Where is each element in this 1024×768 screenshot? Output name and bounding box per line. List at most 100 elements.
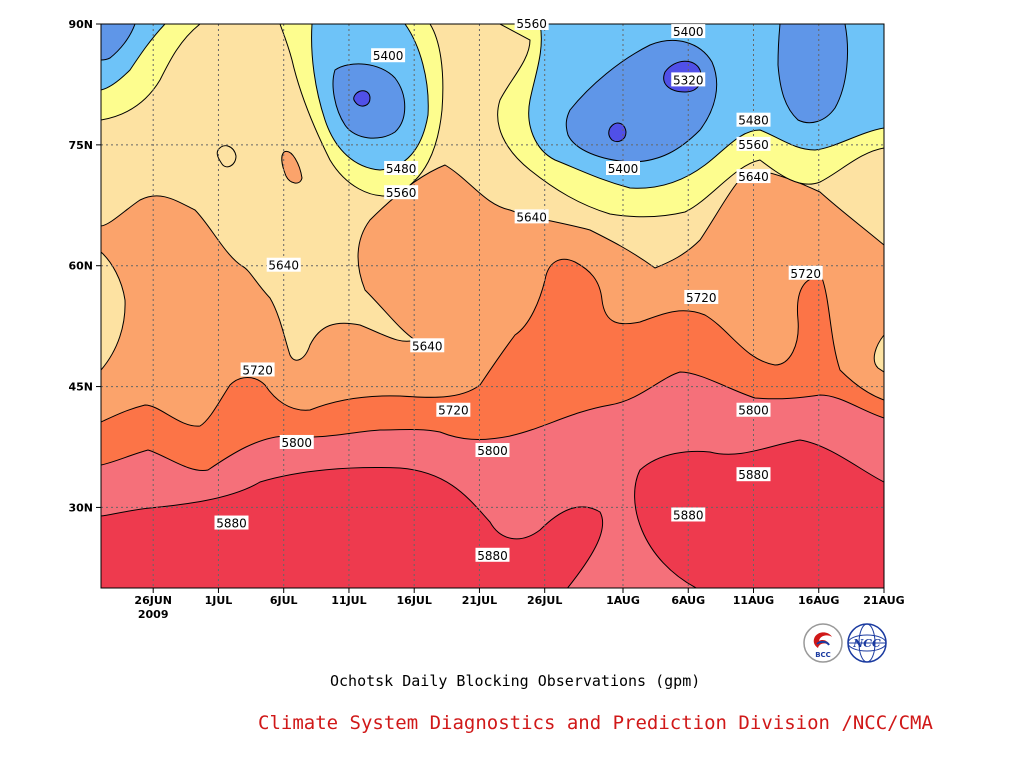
band-below-5320-c <box>608 122 627 143</box>
contour-label-box <box>514 209 549 224</box>
contour-label-text: 5800 <box>738 404 769 418</box>
x-tick-label: 6AUG <box>671 594 705 607</box>
contour-label: 5480 <box>736 112 771 128</box>
contour-label-text: 5800 <box>281 436 312 450</box>
band-below-5320-b <box>353 90 371 107</box>
contour-label-box <box>514 16 549 30</box>
contour-label: 5880 <box>475 547 510 563</box>
contour-label: 5480 <box>384 161 419 176</box>
y-tick-label: 75N <box>68 139 93 152</box>
spot-5640-a <box>281 150 303 184</box>
y-tick-label: 30N <box>68 501 93 514</box>
contour-label: 5400 <box>371 48 406 63</box>
contour-label-box <box>736 467 771 482</box>
x-tick-label: 21AUG <box>863 594 904 607</box>
contour-label-text: 5800 <box>477 444 508 458</box>
contour-label-box <box>384 185 419 200</box>
y-tick-label: 45N <box>68 381 93 394</box>
contour-label: 5560 <box>736 136 771 152</box>
contour-label: 5640 <box>514 209 549 224</box>
contour-label-box <box>788 265 823 280</box>
contour-label: 5320 <box>671 72 706 87</box>
contour-label-text: 5480 <box>738 114 769 128</box>
contour-label-text: 5720 <box>242 363 273 377</box>
x-tick-label: 1JUL <box>205 594 233 607</box>
spot-5560-right <box>873 334 884 373</box>
contour-label-text: 5560 <box>516 17 547 31</box>
contour-label-box <box>214 515 249 530</box>
x-tick-label: 26JUN <box>134 594 172 607</box>
credit-line: Climate System Diagnostics and Predictio… <box>258 712 933 734</box>
contour-label-text: 5560 <box>738 138 769 152</box>
bcc-logo: BCC <box>803 623 843 663</box>
contour-label-text: 5640 <box>738 170 769 184</box>
contour-label-box <box>410 338 445 353</box>
plot-frame <box>100 23 885 589</box>
x-tick-label: 26JUL <box>527 594 562 607</box>
contour-label: 5400 <box>606 161 640 176</box>
contour-label: 5560 <box>514 16 549 31</box>
contour-label-text: 5880 <box>738 468 769 482</box>
contour-label-text: 5880 <box>673 508 704 522</box>
x-tick-label: 16AUG <box>798 594 839 607</box>
x-tick-label: 1AUG <box>606 594 640 607</box>
contour-label: 5720 <box>788 265 823 281</box>
contour-label-box <box>266 257 301 272</box>
contour-label-text: 5720 <box>790 267 821 281</box>
contour-label: 5640 <box>736 169 771 184</box>
contour-label: 5640 <box>410 338 445 353</box>
contour-label-box <box>736 169 771 184</box>
contour-label-box <box>684 289 719 304</box>
contour-label: 5880 <box>214 515 249 531</box>
ncc-logo-text: NCC <box>852 637 881 650</box>
contour-label: 5880 <box>736 467 771 482</box>
bcc-logo-text: BCC <box>815 651 831 659</box>
y-tick-label: 90N <box>68 18 93 31</box>
contour-labels: 5560 5400 5400 5320 5480 5560 5480 5400 5640 5560… <box>214 16 823 563</box>
contour-label-box <box>384 161 419 176</box>
contour-label-text: 5480 <box>386 162 417 176</box>
contour-label-text: 5640 <box>516 210 547 224</box>
x-tick-label: 21JUL <box>462 594 497 607</box>
spot-5560-left <box>101 251 126 371</box>
contour-label-text: 5400 <box>673 25 704 39</box>
band-5320-5400-far-right <box>777 24 849 124</box>
contour-label-box <box>736 402 771 417</box>
x-tick-sublabel: 2009 <box>138 608 169 621</box>
contour-label-text: 5880 <box>477 549 508 563</box>
x-tick-label: 11JUL <box>331 594 366 607</box>
contour-label: 5400 <box>671 24 706 39</box>
contour-label: 5720 <box>436 402 471 418</box>
contour-label-box <box>671 72 706 87</box>
contour-label-text: 5640 <box>268 259 299 273</box>
contour-label-text: 5400 <box>373 49 404 63</box>
contour-label: 5720 <box>240 362 275 377</box>
contour-label: 5800 <box>475 443 510 458</box>
x-tick-label: 11AUG <box>733 594 774 607</box>
contour-label-box <box>736 112 771 127</box>
contour-label-text: 5400 <box>608 162 639 176</box>
contour-label-box <box>240 362 275 377</box>
spot-5560-b <box>216 145 237 168</box>
contour-label-text: 5640 <box>412 339 443 353</box>
contour-label: 5560 <box>384 185 419 200</box>
contour-label-text: 5720 <box>686 291 717 305</box>
band-5320-5400-left <box>101 24 136 61</box>
contour-label-box <box>371 48 406 63</box>
ncc-logo: NCC <box>847 623 887 663</box>
contour-label-text: 5880 <box>216 517 247 531</box>
contour-label: 5800 <box>279 434 314 450</box>
contour-label-text: 5560 <box>386 186 417 200</box>
contour-label-box <box>671 24 706 39</box>
contour-label-box <box>475 547 510 562</box>
contour-label-box <box>671 507 706 522</box>
contour-label-box <box>279 434 314 449</box>
contour-label: 5880 <box>671 507 706 522</box>
grid-lines <box>101 24 884 588</box>
x-tick-label: 16JUL <box>397 594 432 607</box>
contour-label-box <box>436 402 471 417</box>
contour-label-text: 5320 <box>673 73 704 87</box>
y-tick-label: 60N <box>68 260 93 273</box>
